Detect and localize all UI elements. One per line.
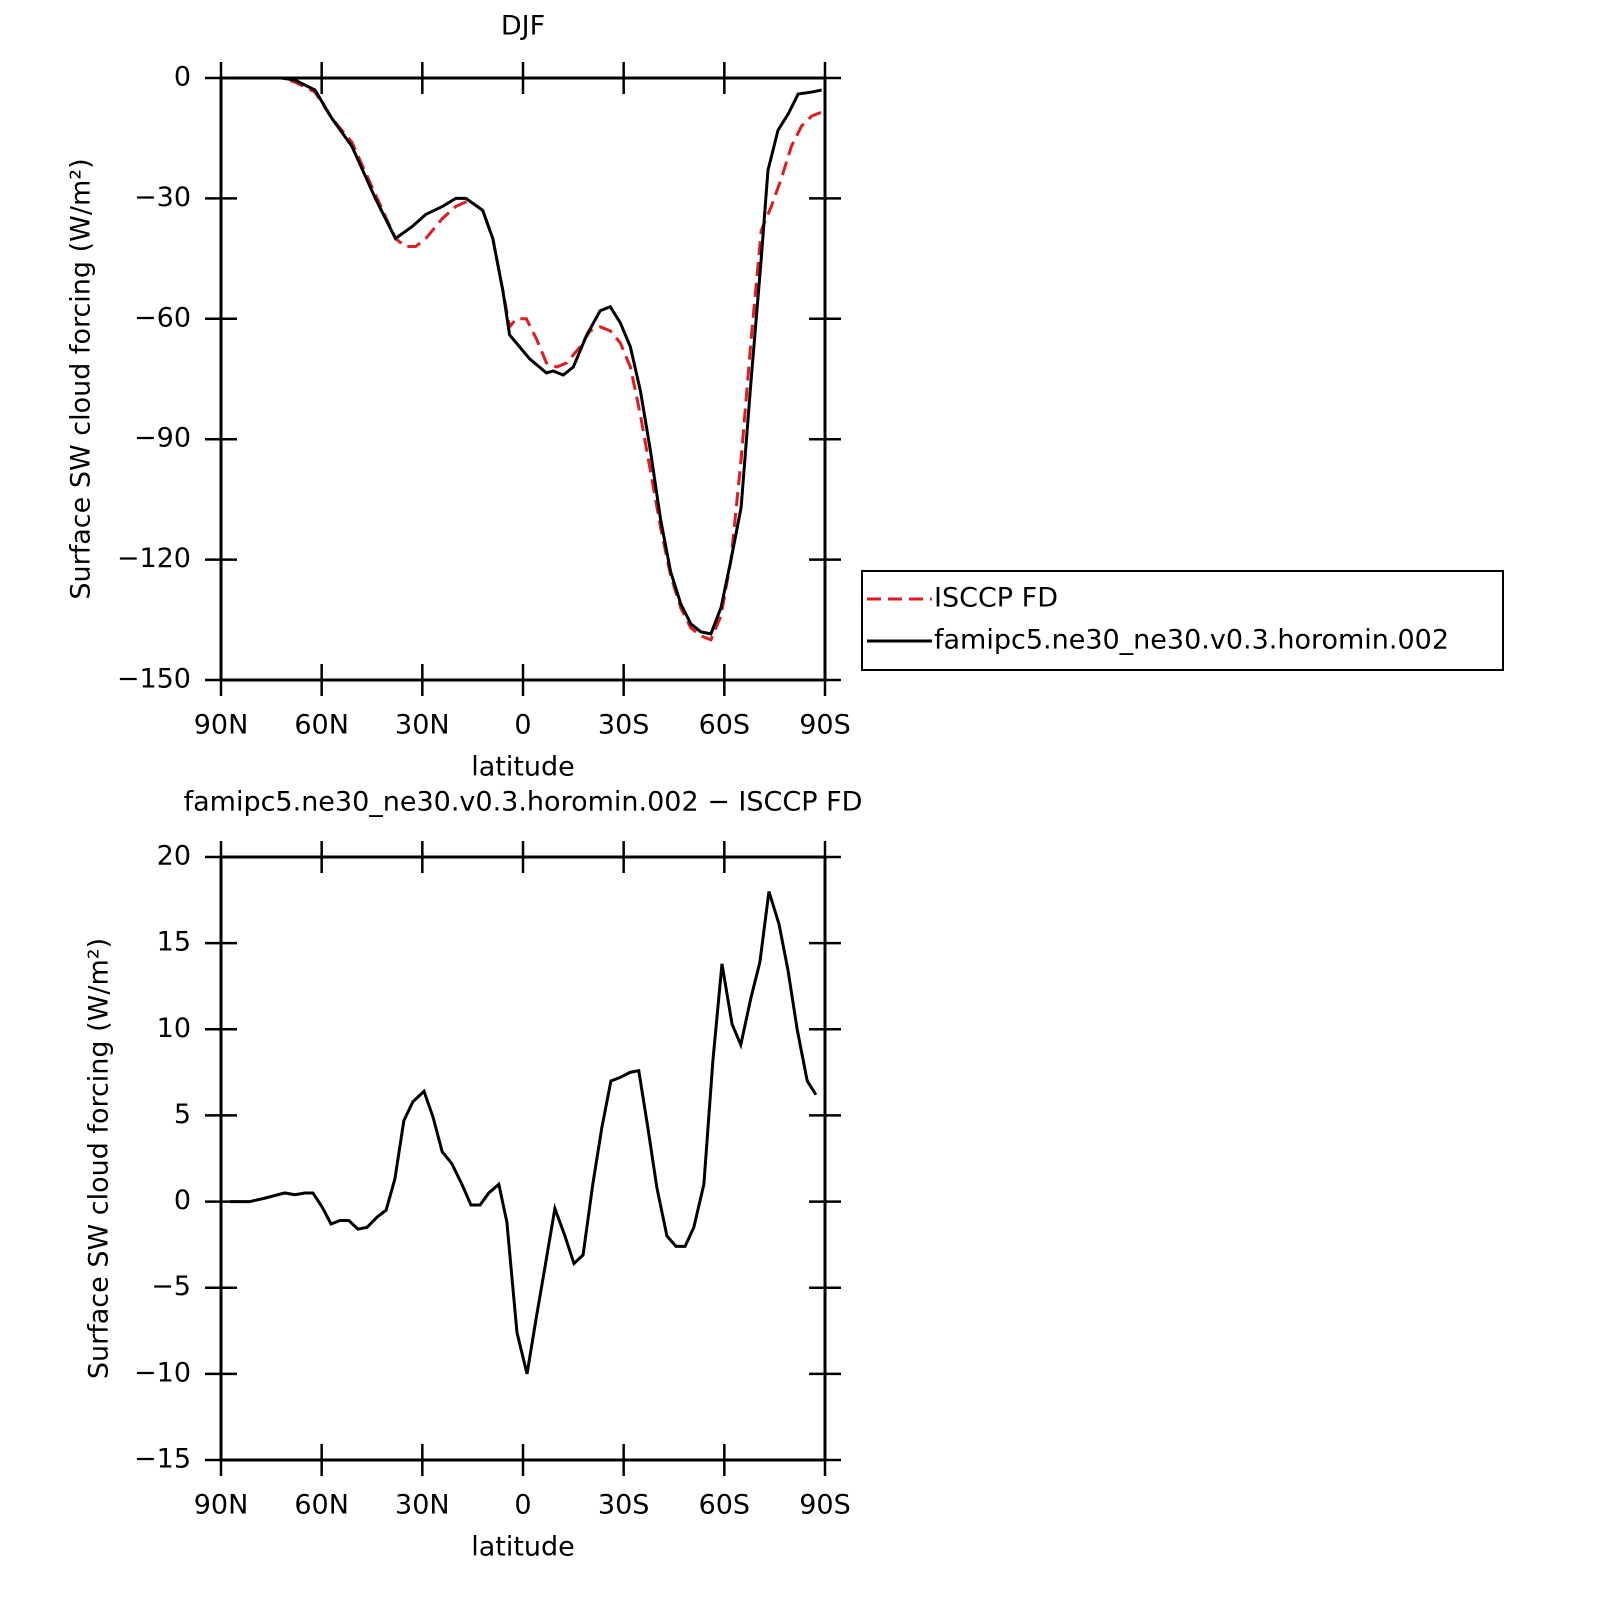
chart-title: DJF: [501, 11, 545, 42]
y-axis-label: Surface SW cloud forcing (W/m²): [66, 158, 97, 599]
x-tick-label: 60N: [294, 710, 349, 741]
x-tick-label: 60N: [294, 1490, 349, 1521]
x-axis-label: latitude: [471, 1532, 575, 1563]
x-tick-label: 30S: [598, 1490, 650, 1521]
y-axis-label: Surface SW cloud forcing (W/m²): [84, 938, 115, 1379]
x-tick-label: 0: [514, 1490, 531, 1521]
plot-frame: [219, 855, 827, 1462]
y-tick-label: −60: [134, 302, 191, 333]
data-line: [230, 891, 818, 1375]
y-tick-label: 0: [174, 1185, 191, 1216]
x-tick-label: 30N: [395, 1490, 450, 1521]
plot-frame: [219, 76, 827, 682]
y-tick-label: 5: [174, 1099, 191, 1130]
x-tick-label: 90S: [799, 1490, 851, 1521]
y-tick-label: −120: [117, 543, 191, 574]
y-tick-label: 10: [157, 1013, 191, 1044]
y-tick-label: −15: [134, 1444, 191, 1475]
x-tick-label: 0: [514, 710, 531, 741]
x-tick-label: 90S: [799, 710, 851, 741]
x-tick-label: 30S: [598, 710, 650, 741]
legend-label: famipc5.ne30_ne30.v0.3.horomin.002: [934, 625, 1449, 656]
y-tick-label: −150: [117, 664, 191, 695]
x-tick-label: 30N: [395, 710, 450, 741]
y-tick-label: 20: [157, 841, 191, 872]
x-tick-label: 90N: [194, 710, 249, 741]
x-axis-label: latitude: [471, 752, 575, 783]
y-tick-label: −90: [134, 423, 191, 454]
y-tick-label: 0: [174, 62, 191, 93]
y-tick-label: 15: [157, 927, 191, 958]
y-tick-label: −10: [134, 1357, 191, 1388]
y-tick-label: −5: [151, 1271, 191, 1302]
x-tick-label: 60S: [699, 1490, 751, 1521]
y-tick-label: −30: [134, 182, 191, 213]
legend-box: [861, 570, 1504, 671]
data-line: [227, 76, 823, 642]
data-line: [227, 76, 822, 636]
x-tick-label: 90N: [194, 1490, 249, 1521]
x-tick-label: 60S: [699, 710, 751, 741]
chart-title: famipc5.ne30_ne30.v0.3.horomin.002 − ISC…: [184, 787, 863, 818]
legend-label: ISCCP FD: [934, 583, 1058, 614]
